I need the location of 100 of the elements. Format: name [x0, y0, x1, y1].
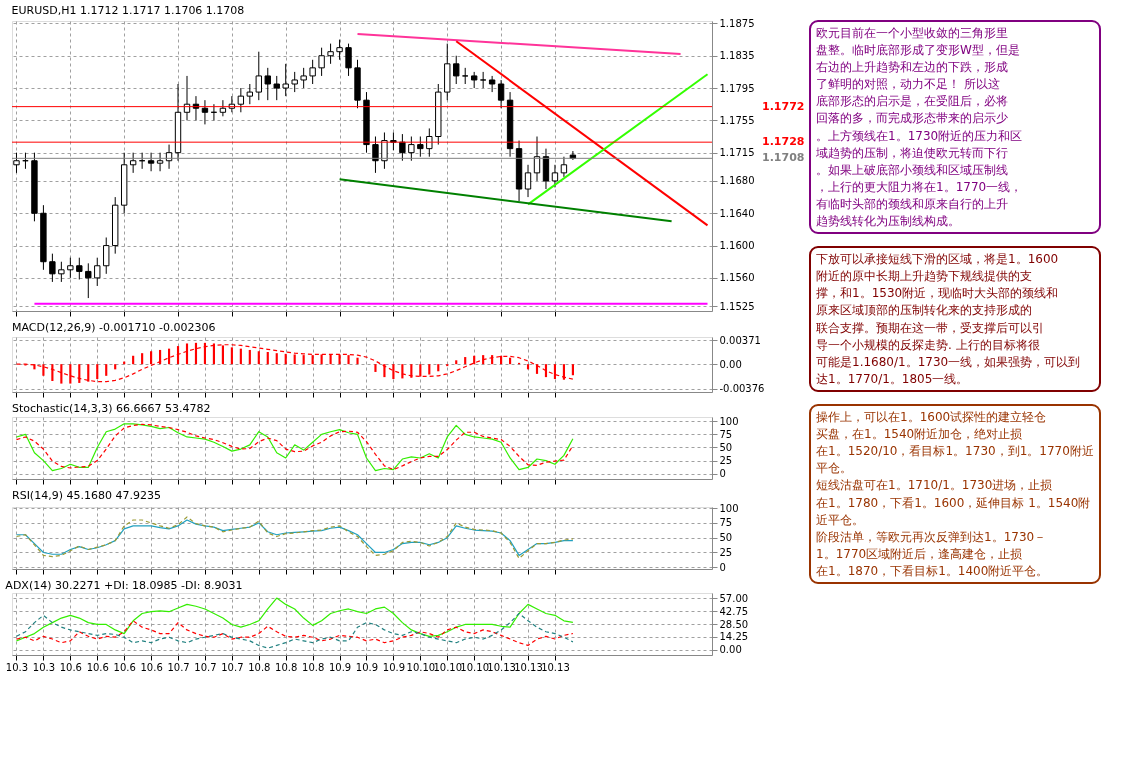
- candlestick: [345, 43, 352, 77]
- x-tick-label: 10.6: [140, 661, 163, 673]
- candlestick: [551, 164, 559, 188]
- candlestick: [399, 133, 406, 162]
- bar: [437, 364, 440, 372]
- bar: [167, 348, 171, 365]
- candlestick: [336, 39, 343, 61]
- text: 原来区域顶部的压制转化来的支持形成的: [816, 303, 1032, 318]
- bar: [571, 364, 574, 376]
- candlestick: [246, 83, 254, 105]
- text: 在1。1520/10，看目标1。1730，到1。1770附近: [816, 444, 1094, 459]
- candlestick: [309, 59, 316, 85]
- text: 在1。1780，下看1。1600，延伸目标 1。1540附: [816, 495, 1091, 510]
- text: 盘整。临时底部形成了变形W型，但是: [816, 43, 1020, 58]
- x-tick-label: 10.9: [382, 661, 406, 673]
- x-tick-label: 10.13: [541, 661, 570, 673]
- x-tick-label: 10.6: [86, 661, 109, 673]
- bar: [239, 348, 242, 365]
- bar: [266, 351, 269, 365]
- bar: [356, 357, 359, 365]
- text: 欧元目前在一个小型收敛的三角形里: [816, 25, 1008, 40]
- ref-line-label: 1.1772: [762, 99, 805, 113]
- bar: [230, 347, 233, 365]
- candlestick: [282, 63, 289, 97]
- bar: [302, 355, 305, 365]
- candlestick: [327, 43, 334, 65]
- candlestick: [103, 236, 110, 275]
- y-tick-label: 100: [719, 502, 739, 514]
- text: 联合支撑。预期在这一带，受支撑后可以引: [816, 320, 1044, 335]
- text: 趋势线转化为压制线构成。: [816, 214, 960, 229]
- text: 有临时头部的颈线和原来自行的上升: [816, 196, 1008, 211]
- y-tick-label: 75: [719, 428, 733, 440]
- candlestick: [67, 257, 74, 279]
- bar: [311, 355, 314, 365]
- candlestick: [147, 152, 155, 172]
- bar: [293, 354, 296, 365]
- bar: [383, 364, 386, 378]
- text: 撑，和1。1530附近，现临时大头部的颈线和: [816, 286, 1059, 301]
- y-tick-label: 0.00371: [719, 334, 761, 346]
- y-tick-label: 1.1600: [719, 240, 755, 252]
- y-tick-label: 25: [719, 455, 733, 467]
- line-series: [15, 620, 574, 647]
- y-tick-label: 1.1875: [719, 17, 755, 29]
- y-tick-label: 1.1795: [719, 82, 755, 94]
- candlestick: [129, 152, 137, 174]
- y-tick-label: 50: [719, 441, 733, 453]
- bar: [338, 354, 341, 365]
- bar: [257, 351, 260, 365]
- line-series: [15, 597, 574, 642]
- candlestick: [417, 136, 424, 158]
- chart-title: Stochastic(14,3,3) 66.6667 53.4782: [12, 402, 211, 416]
- y-tick-label: 1.1835: [719, 50, 755, 62]
- y-tick-label: 1.1755: [719, 114, 755, 126]
- candlestick: [488, 75, 496, 93]
- bar: [248, 349, 251, 365]
- bar: [96, 364, 99, 380]
- x-tick-label: 10.8: [248, 661, 271, 673]
- y-tick-label: 100: [719, 415, 739, 427]
- x-tick-label: 10.8: [275, 661, 298, 673]
- bar: [275, 353, 278, 365]
- line-series: [15, 344, 574, 383]
- candlestick: [201, 99, 209, 125]
- candlestick: [408, 136, 415, 162]
- x-tick-label: 10.3: [32, 661, 56, 673]
- y-tick-label: 50: [719, 532, 733, 544]
- bar: [105, 364, 108, 376]
- chart-title: RSI(14,9) 45.1680 47.9235: [12, 489, 161, 503]
- candlestick: [533, 136, 541, 182]
- chart-title: ADX(14) 30.2271 +DI: 18.0985 -DI: 8.9031: [5, 579, 243, 592]
- bar: [141, 353, 144, 365]
- text: 达1。1770/1。1805一线。: [816, 372, 969, 386]
- bar: [114, 364, 117, 370]
- y-tick-label: -0.00376: [719, 383, 765, 395]
- bar: [419, 364, 422, 377]
- x-tick-label: 10.3: [5, 661, 29, 673]
- text: 域趋势的压制，将迫使欧元转而下行: [815, 145, 1008, 160]
- candlestick: [318, 47, 325, 77]
- bar: [464, 357, 467, 365]
- x-tick-label: 10.13: [487, 661, 516, 673]
- bar: [33, 364, 36, 370]
- y-tick-label: 0: [719, 561, 726, 573]
- x-tick-label: 10.6: [113, 661, 136, 673]
- text: 。上方颈线在1。1730附近的压力和区: [816, 128, 1023, 143]
- x-tick-label: 10.13: [514, 661, 543, 673]
- candlestick: [381, 131, 388, 170]
- bar: [320, 354, 323, 365]
- candlestick: [560, 156, 568, 178]
- candlestick: [497, 79, 505, 109]
- y-tick-label: 28.50: [719, 618, 749, 630]
- y-tick-label: 1.1640: [719, 207, 755, 219]
- bar: [526, 364, 530, 370]
- text: 在1。1870，下看目标1。1400附近平仓。: [816, 564, 1049, 579]
- candlestick: [94, 257, 101, 287]
- bar: [410, 364, 413, 378]
- text: 短线沽盘可在1。1710/1。1730进场，止损: [816, 478, 1053, 493]
- chart-title: MACD(12,26,9) -0.001710 -0.002306: [12, 321, 216, 335]
- y-tick-label: 42.75: [719, 605, 749, 617]
- x-tick-label: 10.9: [355, 661, 379, 673]
- y-tick-label: 57.00: [719, 592, 749, 604]
- text: ，上行的更大阻力将在1。1770一线，: [816, 179, 1023, 194]
